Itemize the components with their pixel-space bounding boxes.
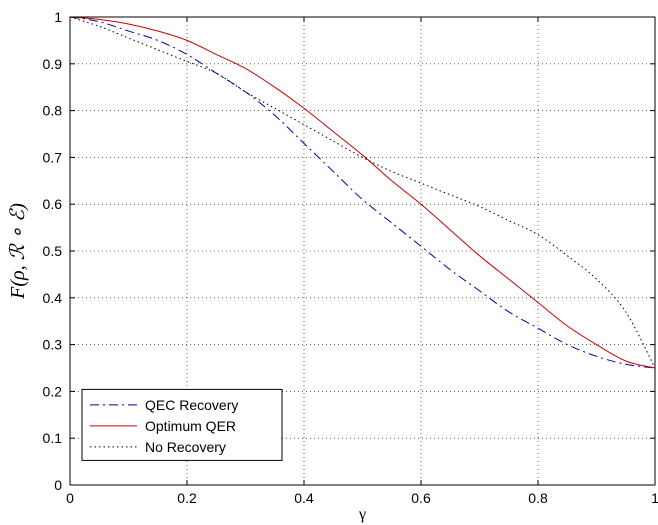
x-tick-label: 0 — [66, 490, 74, 506]
x-tick-label: 0.6 — [411, 490, 431, 506]
ticks: 0 0.2 0.4 0.6 0.8 1 0 0.1 0.2 0.3 0.4 0.5 0.6 0.7 0.8 0… — [43, 9, 658, 506]
y-tick-label: 0 — [54, 477, 62, 493]
legend-label: No Recovery — [145, 439, 226, 455]
y-tick-label: 0.7 — [43, 149, 63, 165]
y-axis-label: F(ρ, ℛ ∘ ℰ) — [7, 203, 29, 300]
x-tick-label: 0.8 — [528, 490, 548, 506]
y-tick-label: 0.9 — [43, 56, 63, 72]
x-tick-label: 1 — [651, 490, 658, 506]
series-lines — [69, 16, 656, 369]
y-tick-label: 0.5 — [43, 243, 63, 259]
x-axis-label: γ — [358, 506, 366, 523]
x-tick-label: 0.4 — [294, 490, 314, 506]
y-tick-label: 0.8 — [43, 103, 63, 119]
legend-label: QEC Recovery — [145, 397, 238, 413]
series-line-0 — [69, 16, 656, 369]
y-tick-label: 0.4 — [43, 290, 63, 306]
legend-label: Optimum QER — [145, 418, 236, 434]
grid — [70, 17, 655, 485]
series-line-2 — [69, 16, 656, 369]
y-tick-label: 0.2 — [43, 383, 63, 399]
legend: QEC Recovery Optimum QER No Recovery — [81, 388, 283, 461]
x-tick-label: 0.2 — [177, 490, 197, 506]
y-tick-label: 0.1 — [43, 430, 63, 446]
legend-box — [81, 388, 283, 461]
y-tick-label: 1 — [54, 9, 62, 25]
y-tick-label: 0.6 — [43, 196, 63, 212]
y-tick-label: 0.3 — [43, 337, 63, 353]
series-line-1 — [69, 16, 656, 369]
